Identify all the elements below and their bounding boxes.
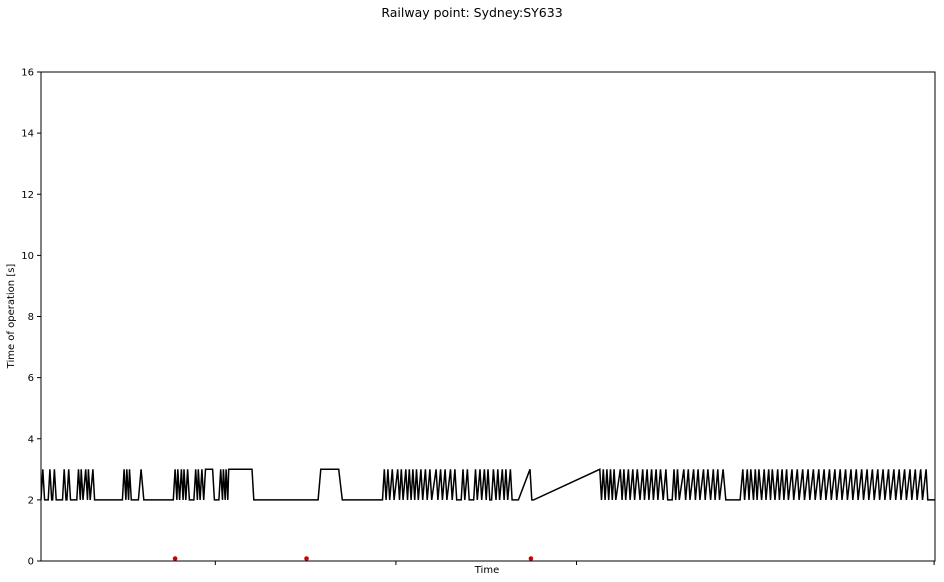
x-axis-label: Time <box>474 565 499 576</box>
y-tick-label-7: 14 <box>21 129 34 140</box>
y-tick-label-1: 2 <box>28 495 34 506</box>
chart-title: Railway point: Sydney:SY633 <box>381 5 562 20</box>
y-tick-label-8: 16 <box>21 68 34 79</box>
y-tick-label-6: 12 <box>21 190 34 201</box>
marker-point-0 <box>172 556 178 561</box>
plot-area: 0 2 4 6 8 10 12 14 16 <box>21 68 936 568</box>
y-tick-label-3: 6 <box>28 373 34 384</box>
marker-point-1 <box>304 556 309 561</box>
marker-point-2 <box>528 556 534 561</box>
y-tick-label-0: 0 <box>28 557 34 568</box>
y-tick-label-4: 8 <box>28 312 34 323</box>
y-tick-label-2: 4 <box>28 434 34 445</box>
series-line-0 <box>40 468 935 501</box>
y-axis-label: Time of operation [s] <box>6 264 17 370</box>
y-tick-label-5: 10 <box>21 251 34 262</box>
